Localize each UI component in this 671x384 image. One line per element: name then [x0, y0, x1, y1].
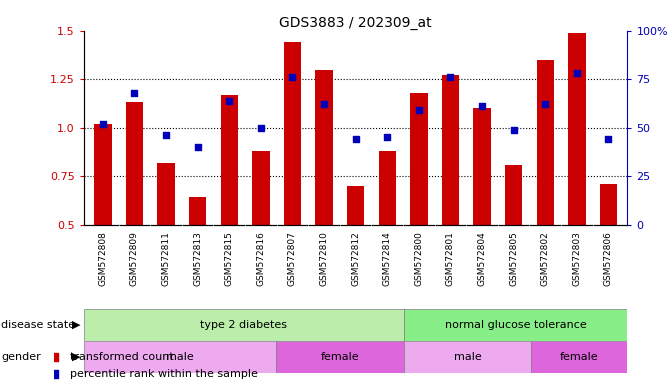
Point: [224, 98, 235, 104]
Bar: [276, 341, 403, 373]
Text: percentile rank within the sample: percentile rank within the sample: [70, 369, 258, 379]
Bar: [403, 341, 531, 373]
Bar: [600, 184, 617, 225]
Point: [319, 101, 329, 108]
Text: disease state: disease state: [1, 320, 75, 330]
Bar: [284, 42, 301, 225]
Text: female: female: [560, 352, 599, 362]
Text: ▶: ▶: [72, 352, 81, 362]
Bar: [537, 60, 554, 225]
Point: [97, 121, 108, 127]
Text: transformed count: transformed count: [70, 352, 174, 362]
Text: GSM572805: GSM572805: [509, 232, 518, 286]
Bar: [189, 197, 206, 225]
Text: GSM572809: GSM572809: [130, 232, 139, 286]
Text: GSM572804: GSM572804: [478, 232, 486, 286]
Text: GSM572803: GSM572803: [572, 232, 581, 286]
Bar: [403, 309, 627, 341]
Text: GSM572807: GSM572807: [288, 232, 297, 286]
Point: [603, 136, 614, 142]
Point: [256, 125, 266, 131]
Bar: [410, 93, 427, 225]
Text: GSM572811: GSM572811: [162, 232, 170, 286]
Point: [382, 134, 393, 141]
Text: GSM572808: GSM572808: [99, 232, 107, 286]
Text: GSM572810: GSM572810: [319, 232, 329, 286]
Text: GSM572812: GSM572812: [351, 232, 360, 286]
Bar: [94, 124, 111, 225]
Text: GSM572801: GSM572801: [446, 232, 455, 286]
Point: [476, 103, 487, 109]
Text: female: female: [320, 352, 359, 362]
Point: [129, 90, 140, 96]
Text: type 2 diabetes: type 2 diabetes: [200, 320, 287, 330]
Bar: [125, 103, 143, 225]
Bar: [84, 341, 276, 373]
Bar: [378, 151, 396, 225]
Title: GDS3883 / 202309_at: GDS3883 / 202309_at: [279, 16, 432, 30]
Bar: [347, 186, 364, 225]
Bar: [568, 33, 586, 225]
Text: gender: gender: [1, 352, 41, 362]
Point: [287, 74, 298, 80]
Bar: [315, 70, 333, 225]
Text: ▶: ▶: [72, 320, 81, 330]
Bar: [157, 162, 174, 225]
Bar: [505, 164, 522, 225]
Point: [250, 152, 260, 159]
Text: male: male: [454, 352, 481, 362]
Point: [413, 107, 424, 113]
Point: [193, 144, 203, 150]
Bar: [221, 95, 238, 225]
Bar: [252, 151, 270, 225]
Bar: [84, 309, 403, 341]
Point: [350, 136, 361, 142]
Point: [445, 74, 456, 80]
Bar: [531, 341, 627, 373]
Text: GSM572815: GSM572815: [225, 232, 234, 286]
Text: GSM572806: GSM572806: [604, 232, 613, 286]
Point: [540, 101, 551, 108]
Point: [250, 306, 260, 312]
Text: male: male: [166, 352, 194, 362]
Text: normal glucose tolerance: normal glucose tolerance: [445, 320, 586, 330]
Text: GSM572816: GSM572816: [256, 232, 265, 286]
Bar: [473, 108, 491, 225]
Text: GSM572814: GSM572814: [382, 232, 392, 286]
Text: GSM572813: GSM572813: [193, 232, 202, 286]
Text: GSM572802: GSM572802: [541, 232, 550, 286]
Text: GSM572800: GSM572800: [414, 232, 423, 286]
Point: [508, 127, 519, 133]
Bar: [442, 75, 459, 225]
Point: [160, 132, 171, 139]
Point: [572, 70, 582, 76]
